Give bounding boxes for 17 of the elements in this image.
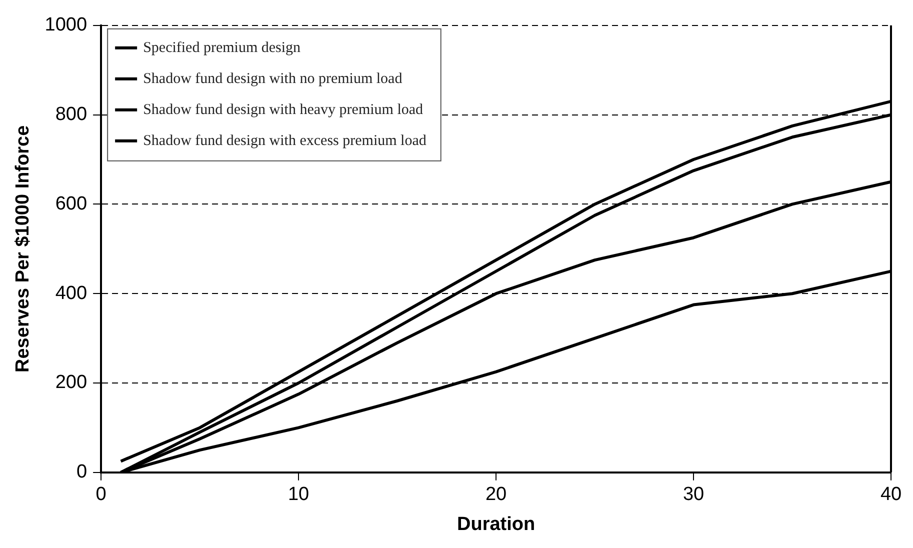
x-tick-label: 40 — [880, 484, 902, 506]
y-tick-label: 800 — [55, 104, 88, 126]
x-tick-label: 20 — [485, 484, 507, 506]
y-tick-label: 0 — [76, 462, 88, 483]
x-tick-label: 10 — [288, 484, 310, 506]
x-tick-label: 30 — [682, 484, 704, 506]
legend-label: Specified premium design — [143, 40, 302, 56]
y-tick-label: 1000 — [44, 14, 88, 36]
legend-label: Shadow fund design with excess premium load — [143, 132, 427, 149]
x-axis-title: Duration — [456, 514, 536, 535]
legend-label: Shadow fund design with no premium load — [143, 70, 403, 87]
x-tick-label: 0 — [96, 484, 106, 506]
legend-label: Shadow fund design with heavy premium load — [143, 102, 424, 118]
y-tick-label: 200 — [55, 372, 88, 394]
y-tick-label: 400 — [55, 282, 88, 304]
y-axis-title: Reserves Per $1000 Inforce — [12, 125, 34, 372]
y-tick-label: 600 — [55, 193, 88, 214]
